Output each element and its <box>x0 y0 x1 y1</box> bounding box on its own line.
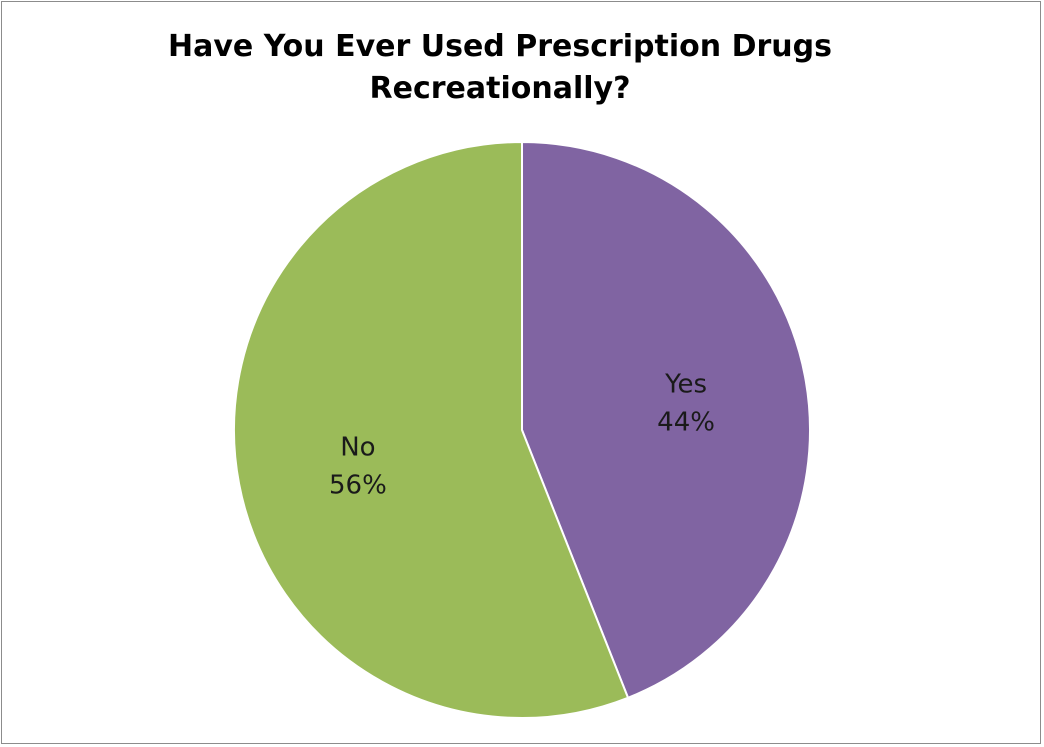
slice-value-no: 56% <box>329 470 387 500</box>
slice-value-yes: 44% <box>657 408 715 438</box>
chart-title: Have You Ever Used Prescription Drugs Re… <box>0 26 1000 110</box>
chart-title-line-2: Recreationally? <box>369 71 631 106</box>
pie-slice-yes <box>521 140 811 700</box>
chart-title-line-1: Have You Ever Used Prescription Drugs <box>168 29 832 64</box>
slice-label-no: No <box>340 432 375 462</box>
pie-slice-no <box>233 140 630 719</box>
pie-slices <box>233 140 811 719</box>
slice-label-yes: Yes <box>664 370 707 400</box>
pie-labels: Yes 44% No 56% <box>329 370 715 501</box>
